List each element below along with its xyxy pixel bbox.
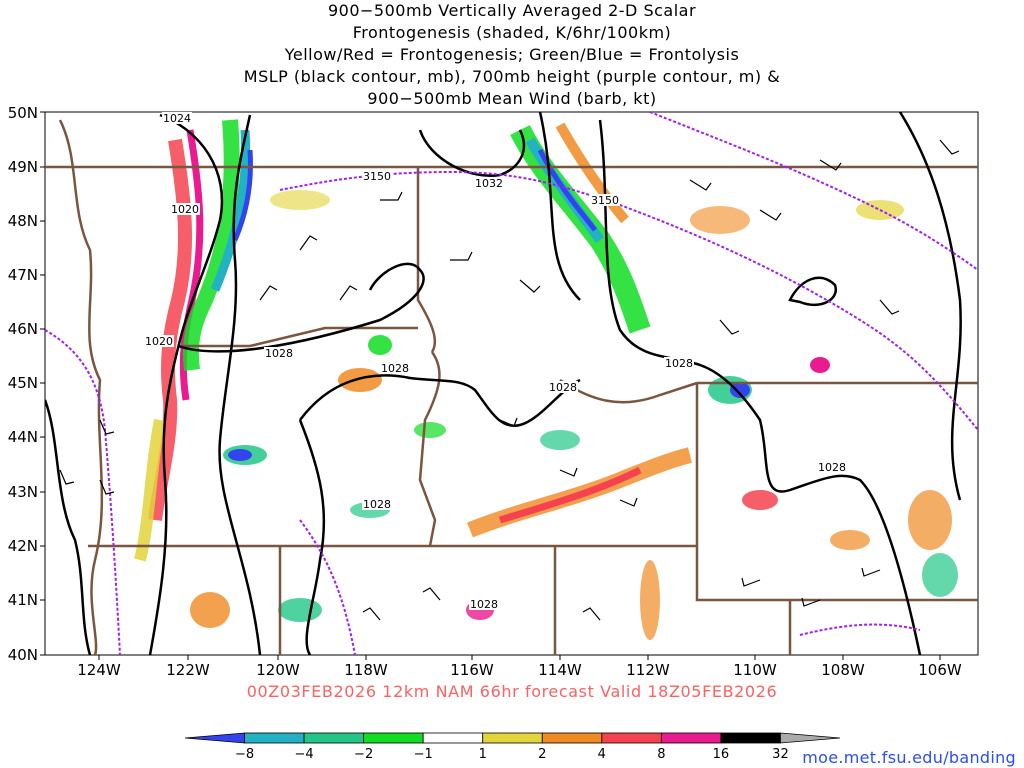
colorbar: −8 −4 −2 −1 1 2 4 8 16 32 (184, 732, 841, 762)
colorbar-swatch (780, 732, 841, 744)
lon-label: 112W (626, 661, 670, 679)
title-line-3: Yellow/Red = Frontogenesis; Green/Blue =… (284, 45, 740, 64)
colorbar-swatch (482, 732, 543, 744)
title-line-5: 900−500mb Mean Wind (barb, kt) (367, 89, 657, 108)
lat-label: 43N (8, 483, 38, 501)
lat-label: 40N (8, 646, 38, 664)
height-contours (45, 112, 978, 655)
colorbar-tick-label: −8 (235, 747, 254, 762)
colorbar-tick-label: 1 (479, 747, 487, 762)
longitude-labels: 124W 122W 120W 118W 116W 114W 112W 110W … (77, 661, 962, 679)
lat-label: 50N (8, 104, 38, 122)
mslp-label: 1028 (549, 381, 577, 394)
forecast-valid-time: 00Z03FEB2026 12km NAM 66hr forecast Vali… (246, 682, 778, 701)
colorbar-tick-label: 16 (713, 747, 730, 762)
lat-label: 44N (8, 428, 38, 446)
lon-label: 124W (77, 661, 121, 679)
mslp-label: 1028 (363, 498, 391, 511)
lon-label: 106W (918, 661, 962, 679)
colorbar-tick-label: 8 (657, 747, 665, 762)
colorbar-tick-label: 2 (538, 747, 546, 762)
lon-label: 116W (450, 661, 494, 679)
lon-label: 110W (733, 661, 777, 679)
colorbar-tick-label: −1 (414, 747, 433, 762)
mslp-label: 1028 (381, 362, 409, 375)
colorbar-swatch (422, 732, 484, 744)
mslp-label: 1024 (163, 112, 191, 125)
lon-label: 118W (344, 661, 388, 679)
colorbar-swatch (720, 732, 781, 744)
title-line-4: MSLP (black contour, mb), 700mb height (… (243, 67, 781, 86)
height-labels: 3150 3150 (362, 170, 620, 207)
colorbar-swatch (601, 732, 662, 744)
colorbar-tick-label: 4 (598, 747, 606, 762)
chart-title: 900−500mb Vertically Averaged 2-D Scalar… (0, 0, 1024, 110)
mslp-label: 1028 (818, 461, 846, 474)
source-credit: moe.met.fsu.edu/banding (802, 748, 1016, 767)
lat-label: 49N (8, 158, 38, 176)
title-line-2: Frontogenesis (shaded, K/6hr/100km) (352, 23, 672, 42)
mslp-label: 1028 (665, 357, 693, 370)
lon-label: 120W (256, 661, 300, 679)
mslp-label: 1032 (475, 177, 503, 190)
axis-ticks (40, 111, 941, 660)
lat-label: 47N (8, 266, 38, 284)
wind-barbs (59, 139, 960, 621)
state-borders (45, 119, 978, 655)
mslp-label: 1020 (145, 335, 173, 348)
height-label: 3150 (591, 194, 619, 207)
title-line-1: 900−500mb Vertically Averaged 2-D Scalar (327, 1, 697, 20)
height-label: 3150 (363, 170, 391, 183)
colorbar-tick-label: −4 (295, 747, 314, 762)
lon-label: 122W (166, 661, 210, 679)
lat-label: 45N (8, 374, 38, 392)
mslp-contours (45, 112, 962, 655)
lat-label: 48N (8, 212, 38, 230)
colorbar-tick-label: 32 (772, 747, 789, 762)
colorbar-swatch (303, 732, 365, 744)
colorbar-swatch (244, 732, 305, 744)
latitude-labels: 50N 49N 48N 47N 46N 45N 44N 43N 42N 41N … (8, 104, 38, 664)
colorbar-swatch (184, 732, 245, 744)
colorbar-swatch (541, 732, 603, 744)
mslp-label: 1020 (171, 203, 199, 216)
frontogenesis-shading (134, 119, 958, 640)
mslp-labels: 1024 1020 1032 1020 1028 1028 1028 1028 … (144, 112, 847, 611)
mslp-label: 1028 (470, 598, 498, 611)
mslp-label: 1028 (265, 347, 293, 360)
colorbar-swatch (660, 732, 722, 744)
lat-label: 42N (8, 537, 38, 555)
lat-label: 41N (8, 591, 38, 609)
colorbar-swatch (363, 732, 424, 744)
lat-label: 46N (8, 320, 38, 338)
lon-label: 108W (821, 661, 865, 679)
lon-label: 114W (538, 661, 582, 679)
colorbar-tick-label: −2 (354, 747, 373, 762)
